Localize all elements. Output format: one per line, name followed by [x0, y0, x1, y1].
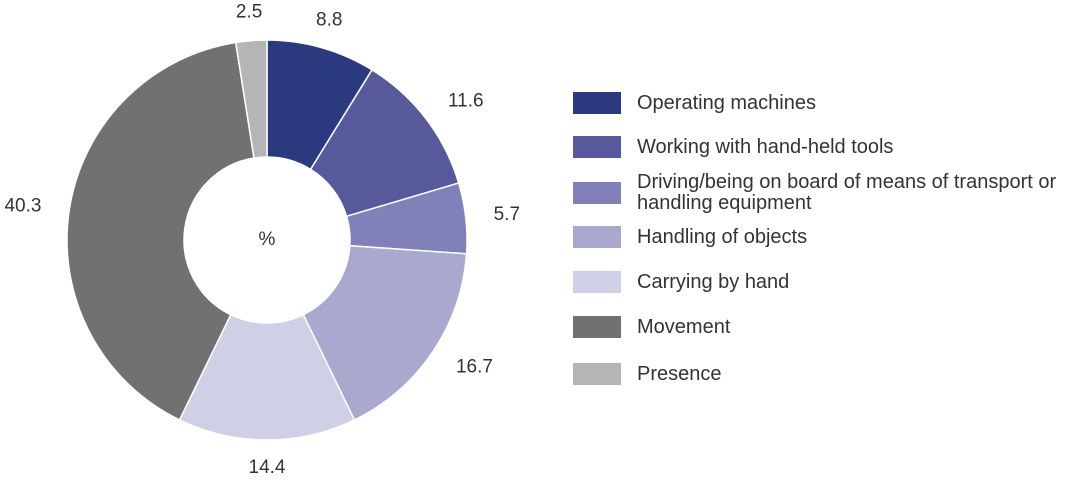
legend-label: Handling of objects	[637, 225, 808, 248]
legend-label: Carrying by hand	[637, 270, 790, 293]
legend-swatch	[573, 182, 621, 204]
legend-swatch	[573, 136, 621, 158]
data-label: 8.8	[316, 10, 342, 31]
legend-label: Driving/being on board of means of trans…	[637, 171, 1057, 214]
legend-label: Operating machines	[637, 91, 816, 114]
legend-label: Movement	[637, 315, 731, 338]
donut-segment	[302, 244, 468, 421]
legend-item: Working with hand-held tools	[573, 136, 1090, 158]
legend-item: Carrying by hand	[573, 271, 1090, 293]
legend-swatch	[573, 316, 621, 338]
donut-segment	[178, 313, 356, 441]
legend-swatch	[573, 92, 621, 114]
legend-item: Presence	[573, 363, 1090, 385]
data-label: 14.4	[249, 457, 286, 478]
legend-swatch	[573, 226, 621, 248]
donut-segment	[66, 41, 255, 421]
legend-label: Presence	[637, 362, 722, 385]
data-label: 11.6	[448, 90, 484, 111]
legend-swatch	[573, 271, 621, 293]
legend-item: Operating machines	[573, 92, 1090, 114]
data-label: 5.7	[494, 204, 520, 225]
legend-label: Working with hand-held tools	[637, 135, 894, 158]
legend-swatch	[573, 363, 621, 385]
donut-segment	[234, 39, 268, 159]
legend-item: Handling of objects	[573, 226, 1090, 248]
donut-segment	[309, 68, 460, 218]
data-label: 16.7	[456, 357, 493, 378]
legend-item: Movement	[573, 316, 1090, 338]
legend-item: Driving/being on board of means of trans…	[573, 172, 1090, 214]
data-label: 40.3	[4, 195, 41, 216]
data-label: 2.5	[236, 2, 262, 23]
center-label: %	[259, 229, 276, 250]
